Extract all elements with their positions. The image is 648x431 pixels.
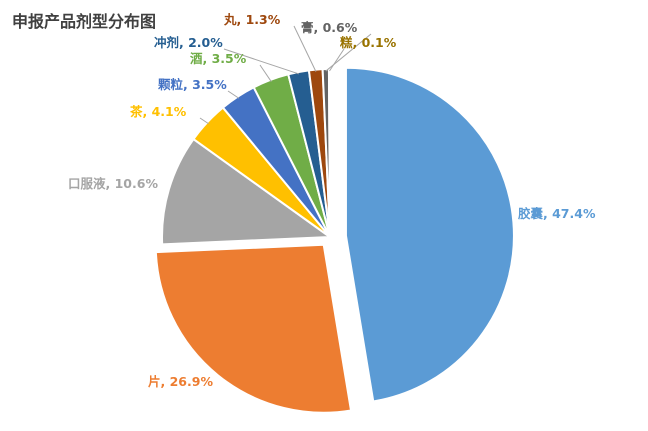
leader-line-冲剂 — [223, 48, 300, 75]
pie-slice-口服液 — [161, 137, 333, 246]
leader-line-颗粒 — [227, 90, 240, 99]
slice-label-片: 片, 26.9% — [148, 374, 213, 389]
pie-slice-糕 — [327, 67, 331, 238]
slices-group — [154, 66, 515, 414]
slice-label-膏: 膏, 0.6% — [301, 20, 358, 35]
slice-label-丸: 丸, 1.3% — [223, 12, 281, 27]
leader-line-丸 — [293, 25, 317, 72]
leader-line-茶 — [199, 117, 209, 125]
slice-label-胶囊: 胶囊, 47.4% — [518, 206, 596, 221]
chart-title: 申报产品剂型分布图 — [12, 12, 157, 31]
leader-line-糕 — [329, 48, 345, 72]
leader-lines-group — [199, 25, 372, 125]
slice-label-口服液: 口服液, 10.6% — [68, 176, 158, 191]
slice-label-酒: 酒, 3.5% — [190, 51, 247, 66]
slice-label-茶: 茶, 4.1% — [129, 104, 187, 119]
slice-label-颗粒: 颗粒, 3.5% — [158, 77, 227, 92]
slice-label-糕: 糕, 0.1% — [340, 35, 397, 50]
leader-line-酒 — [259, 64, 272, 82]
slice-label-冲剂: 冲剂, 2.0% — [154, 35, 223, 50]
labels-group: 胶囊, 47.4% 片, 26.9% 口服液, 10.6% 茶, 4.1% 颗粒, 3.… — [68, 12, 596, 389]
pie-slice-片 — [154, 243, 353, 414]
pie-slice-胶囊 — [344, 66, 515, 403]
